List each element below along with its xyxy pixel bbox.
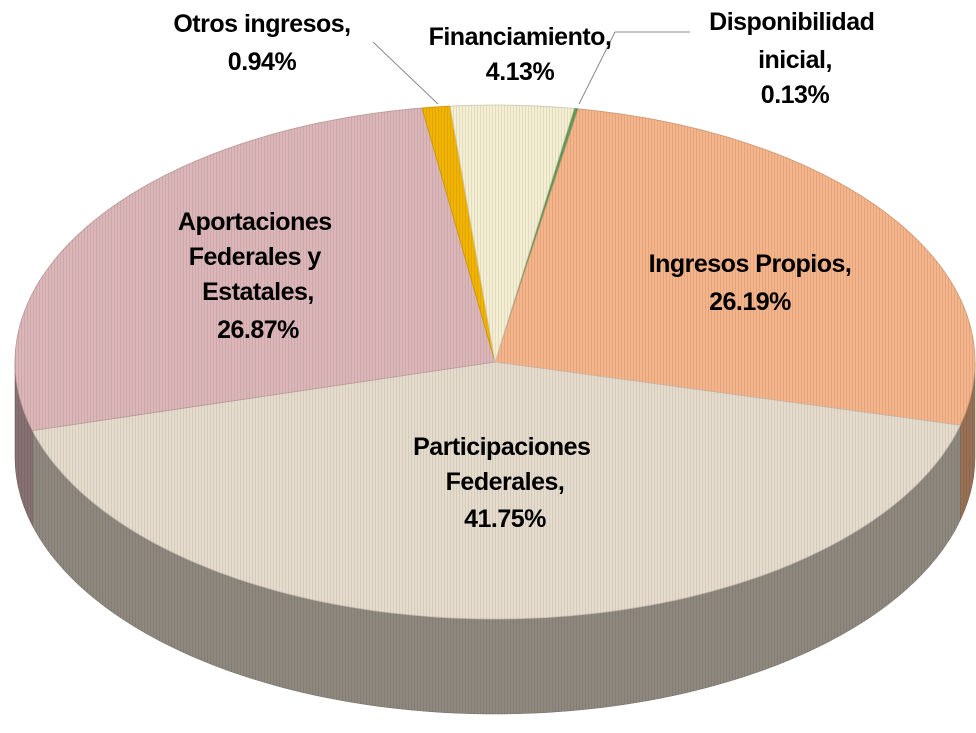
category-label: Ingresos Propios, [649,250,852,278]
leader-line [372,41,439,105]
value-label: 26.87% [217,316,299,344]
value-label: 26.19% [709,288,791,316]
category-label: Participaciones Federales, [413,433,597,496]
category-label: Disponibilidad inicial, [709,8,881,74]
leader-line [578,31,616,105]
labels: Disponibilidad inicial, 0.13% Ingresos Pro… [173,8,881,533]
slice-texture [32,362,961,619]
category-label: Financiamiento, [429,23,612,51]
value-label: 0.13% [761,81,830,109]
slice-side-texture [960,362,975,521]
value-label: 41.75% [464,505,546,533]
slice-side-texture [15,362,33,526]
slice-side-texture [32,425,961,714]
slice-texture [450,105,575,362]
slice-texture [495,108,975,426]
value-label: 0.94% [228,48,297,76]
slice-texture [15,108,495,431]
category-label: Otros ingresos, [173,10,350,38]
value-label: 4.13% [486,58,555,86]
slice-texture [422,106,495,362]
category-label: Aportaciones Federales y Estatales, [178,208,338,306]
pie-top [14,104,976,620]
